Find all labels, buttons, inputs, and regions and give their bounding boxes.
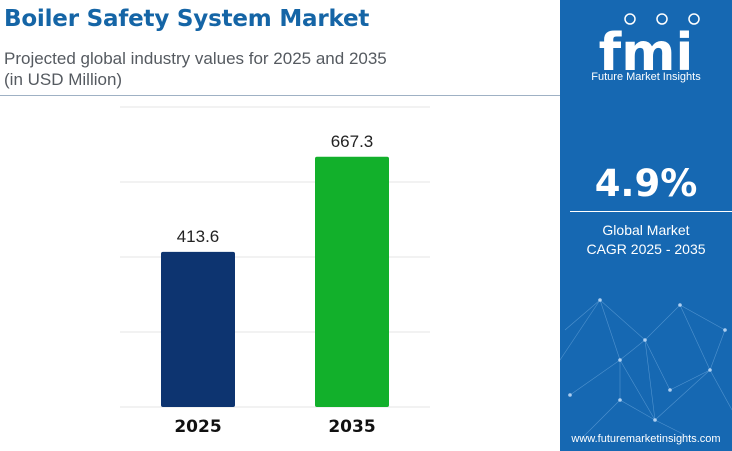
bars [161,156,389,407]
cagr-divider [570,211,732,212]
bar-chart: 413.6 667.3 2025 2035 [120,106,430,437]
logo-wordmark: fmi [599,23,694,83]
cagr-label-line-1: Global Market [602,222,690,238]
subtitle-line-1: Projected global industry values for 202… [4,49,387,68]
website-url: www.futuremarketinsights.com [571,433,721,445]
data-label-2035: 667.3 [331,132,374,151]
chart-subtitle: Projected global industry values for 202… [4,48,387,90]
data-labels: 413.6 667.3 [177,132,374,246]
side-panel: fmi Future Market Insights 4.9% Global M… [560,0,732,451]
x-tick-2025: 2025 [174,417,221,437]
header-rule [0,95,560,96]
x-tick-labels: 2025 2035 [174,417,375,437]
bar-2035 [315,156,389,407]
subtitle-line-2: (in USD Million) [4,70,123,89]
data-label-2025: 413.6 [177,227,220,246]
fmi-logo: fmi [599,13,700,83]
x-tick-2035: 2035 [328,417,375,437]
cagr-label: Global Market CAGR 2025 - 2035 [560,221,732,259]
chart-title: Boiler Safety System Market [4,6,370,32]
brand-name: Future Market Insights [591,71,701,83]
bar-2025 [161,251,235,407]
network-pattern [560,298,732,441]
cagr-value: 4.9% [594,162,698,205]
cagr-label-line-2: CAGR 2025 - 2035 [586,241,706,257]
